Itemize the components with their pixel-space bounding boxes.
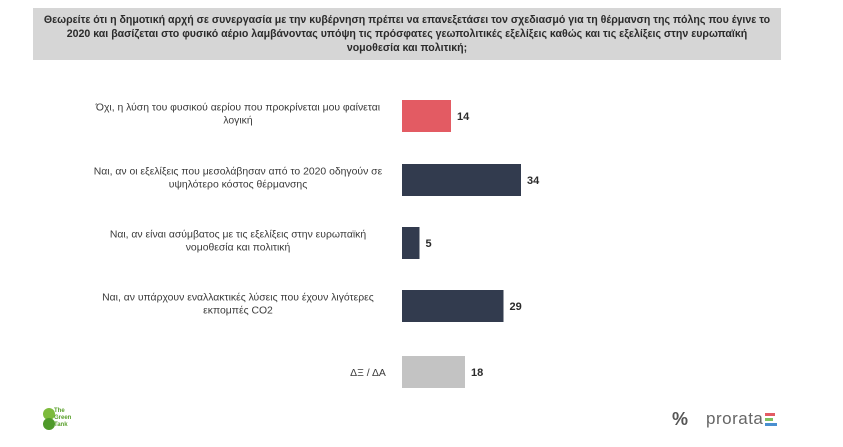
category-label-line: Ναι, αν οι εξελίξεις που μεσολάβησαν από…: [94, 166, 383, 178]
data-label-3: 29: [510, 301, 522, 313]
question-text: Θεωρείτε ότι η δημοτική αρχή σε συνεργασ…: [43, 14, 771, 54]
category-label-line: εκπομπές CO2: [203, 305, 273, 317]
category-label-line: λογική: [223, 115, 253, 127]
prorata-bars-icon: [765, 412, 778, 427]
category-label-4: ΔΞ / ΔΑ: [350, 368, 386, 379]
category-label-1: Ναι, αν οι εξελίξεις που μεσολάβησαν από…: [94, 166, 383, 191]
category-label-line: νομοθεσία και πολιτική: [186, 242, 291, 254]
data-label-4: 18: [471, 367, 483, 379]
category-label-line: ΔΞ / ΔΑ: [350, 368, 386, 379]
bar-2: [402, 227, 420, 259]
bar-0: [402, 100, 451, 132]
category-label-line: Ναι, αν είναι ασύμβατος με τις εξελίξεις…: [110, 229, 367, 241]
data-label-1: 34: [527, 175, 540, 187]
category-label-2: Ναι, αν είναι ασύμβατος με τις εξελίξεις…: [110, 229, 367, 254]
data-label-2: 5: [426, 238, 432, 250]
leaf-icon: [43, 408, 55, 430]
bar-4: [402, 356, 465, 388]
category-label-0: Όχι, η λύση του φυσικού αερίου που προκρ…: [95, 102, 381, 127]
category-label-line: υψηλότερο κόστος θέρμανσης: [169, 179, 307, 191]
question-box: Θεωρείτε ότι η δημοτική αρχή σε συνεργασ…: [33, 8, 781, 60]
bar-chart: 14 Όχι, η λύση του φυσικού αερίου που προ…: [94, 100, 540, 388]
green-tank-logo: The Green Tank: [42, 406, 82, 434]
prorata-logo: % prorata: [672, 408, 792, 430]
prorata-logo-text: prorata: [706, 409, 764, 428]
percent-icon: %: [672, 408, 689, 429]
data-label-0: 14: [457, 111, 470, 123]
green-tank-logo-text: The Green Tank: [54, 408, 72, 428]
category-label-line: Ναι, αν υπάρχουν εναλλακτικές λύσεις που…: [102, 292, 374, 304]
category-label-3: Ναι, αν υπάρχουν εναλλακτικές λύσεις που…: [102, 292, 374, 317]
bar-3: [402, 290, 504, 322]
bar-1: [402, 164, 521, 196]
category-label-line: Όχι, η λύση του φυσικού αερίου που προκρ…: [95, 102, 381, 114]
